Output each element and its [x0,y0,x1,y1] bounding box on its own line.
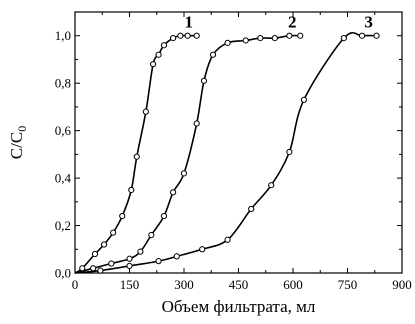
data-point [150,61,157,68]
x-axis-title: Объем фильтрата, мл [162,297,316,316]
data-point [170,189,177,196]
series-line-1 [74,34,197,274]
data-point [193,32,200,39]
y-axis-title-main: C/C [7,132,26,159]
data-point [200,77,208,84]
data-point [126,255,133,262]
data-point [177,32,184,39]
data-point [271,35,278,42]
data-point [184,32,191,39]
plot-frame [74,11,403,274]
data-point [90,265,97,272]
data-point [160,212,168,220]
data-point [286,148,293,156]
data-point [257,35,264,42]
data-point [142,108,149,115]
data-point [300,96,307,103]
x-tick-label: 600 [283,277,303,292]
data-point [173,253,180,260]
data-point [79,265,86,272]
data-point [110,229,117,236]
data-point [133,153,140,160]
y-tick-label: 0,2 [55,218,71,233]
series-line-2 [74,34,301,274]
data-point [268,182,275,189]
y-axis-title: C/C0 [7,126,29,159]
data-point [128,186,135,194]
data-point [108,260,115,267]
plot-area [74,11,403,274]
data-point [358,32,366,39]
data-point [340,35,347,42]
data-point [224,39,231,46]
data-point [155,258,162,265]
data-point [199,246,206,253]
data-point [193,120,200,127]
data-point [148,231,155,239]
data-point [373,32,380,39]
data-point [137,248,144,255]
data-point [297,32,304,39]
x-tick-label: 750 [338,277,358,292]
data-point [242,37,249,44]
x-tick-label: 150 [120,277,140,292]
x-tick-label: 450 [229,277,249,292]
axis-tick-labels: 0 150 300 450 600 750 900 0,0 0,2 0,4 0,6 0,8 1,0 [55,28,412,292]
axis-ticks [74,11,403,274]
data-point [155,51,162,58]
data-point [160,42,168,49]
data-point [286,32,293,39]
y-tick-label: 0,6 [55,123,72,138]
data-point [170,35,177,42]
data-point [100,241,108,248]
y-tick-label: 0,8 [55,76,71,91]
curve-label-3: 3 [364,12,373,31]
data-point [97,267,104,274]
data-point [224,236,231,243]
curve-label-2: 2 [288,12,297,31]
y-axis-title-subscript: 0 [15,126,29,132]
data-markers [79,32,380,274]
y-tick-label: 0,0 [55,266,71,281]
y-tick-label: 0,4 [55,171,72,186]
series-line-3 [74,31,377,274]
data-point [248,205,255,213]
data-point [91,250,99,258]
x-tick-label: 0 [72,277,79,292]
curve-labels: 1 2 3 [184,12,372,31]
x-tick-label: 900 [392,277,412,292]
y-tick-label: 1,0 [55,28,71,43]
curve-label-1: 1 [184,12,193,31]
data-point [209,51,217,58]
data-curves [74,31,377,274]
data-point [180,170,188,177]
x-tick-label: 300 [174,277,194,292]
data-point [119,212,126,220]
data-point [126,262,133,269]
